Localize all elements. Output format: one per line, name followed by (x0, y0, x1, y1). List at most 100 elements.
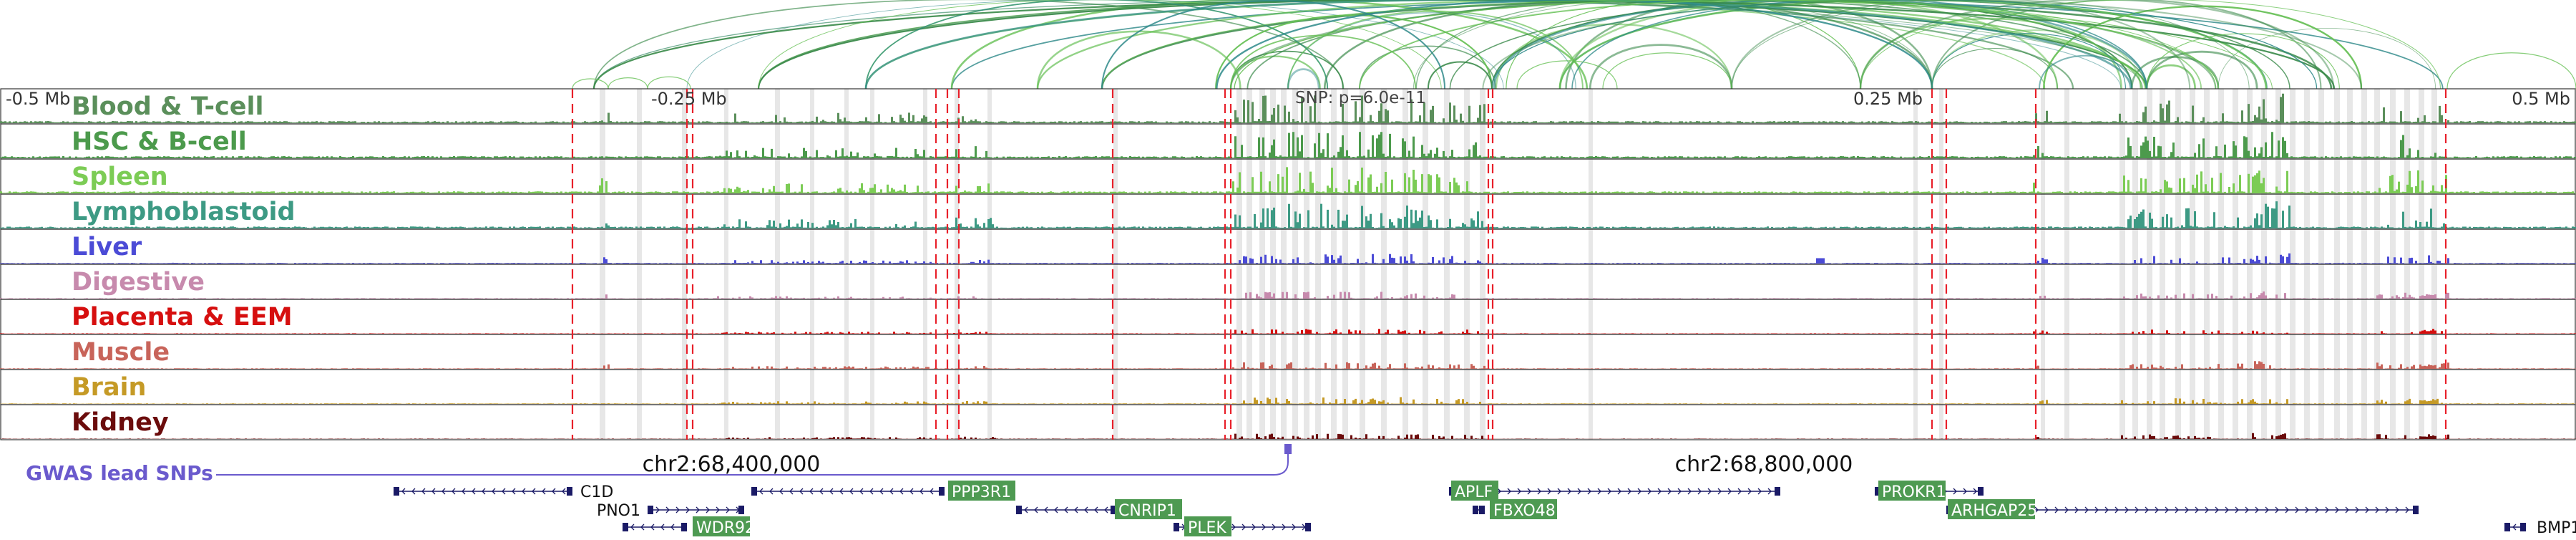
gene-label-background (1878, 481, 1946, 501)
track-signal (0, 291, 2576, 299)
gene-model[interactable]: APLF (1449, 481, 1780, 501)
gene-exon (2413, 506, 2419, 514)
strand-arrows (1024, 506, 1108, 514)
chromatin-loop (1101, 0, 1446, 90)
gene-exon (567, 487, 572, 496)
gene-name: PNO1 (597, 502, 640, 520)
chromatin-loop (1323, 0, 1933, 90)
chromatin-loop (1415, 0, 1861, 90)
chromatin-loop (757, 0, 2147, 90)
chromatin-loop (1931, 0, 2322, 90)
gene-label-background (1184, 516, 1231, 536)
gene-label-background (1451, 481, 1498, 501)
track-label: Kidney (72, 408, 169, 437)
gene-model[interactable]: ARHGAP25 (1946, 499, 2419, 520)
chromatin-loop (1229, 0, 2217, 90)
chromatin-loop (757, 0, 2074, 90)
gene-model[interactable]: C1D (394, 483, 613, 501)
chromatin-loops (572, 0, 2576, 90)
gene-label-background (1948, 499, 2035, 519)
chromatin-loop (593, 0, 1345, 90)
gene-model[interactable]: FBXO48 (1473, 499, 1557, 520)
gene-name: C1D (580, 483, 613, 501)
gene-model[interactable]: BMP10 (2504, 519, 2576, 537)
chromatin-loop (593, 0, 2144, 90)
chromatin-loop (950, 0, 1589, 90)
chromatin-loop (1359, 0, 2217, 90)
chromatin-loop (1571, 0, 2147, 90)
chromatin-loop (592, 0, 2336, 90)
chromatin-loop (1427, 61, 1493, 90)
chromatin-loop (1602, 52, 1732, 90)
track-signal (0, 93, 2576, 123)
gene-label-background (1490, 499, 1557, 519)
track-area (0, 88, 2576, 440)
gene-model[interactable]: PPP3R1 (751, 481, 1015, 501)
chromatin-loop (1101, 0, 2273, 90)
gene-exon (738, 506, 744, 514)
track-labels: Blood & T-cell HSC & B-cell Spleen Lymphobl… (72, 92, 296, 437)
gene-model[interactable]: CNRIP1 (1016, 499, 1182, 520)
chromatin-loop (1287, 12, 1576, 90)
chromatin-loop (1859, 17, 2122, 90)
gene-exon (939, 487, 945, 496)
chromatin-loop (758, 0, 1442, 90)
track-frame (0, 404, 2576, 440)
gene-annotation: GWAS lead SNPs C1D PPP3R1 PNO1 WDR92 CNRIP1 PL… (26, 444, 2576, 537)
chromatin-loop (1229, 55, 1321, 90)
strand-arrows (2512, 524, 2517, 531)
gene-name: PROKR1 (1882, 483, 1946, 501)
gene-name: CNRIP1 (1118, 502, 1176, 520)
gene-exon (1978, 487, 1984, 496)
track-frame (0, 228, 2576, 265)
gene-exon (681, 523, 687, 531)
gene-exon (648, 506, 653, 514)
strand-arrows (759, 488, 934, 495)
chromatin-loop (1036, 30, 1241, 90)
gene-name: PLEK (1188, 519, 1226, 537)
strand-arrows (401, 488, 566, 495)
chromatin-loop (1859, 0, 2335, 90)
chromatin-loop (1731, 0, 2250, 90)
gene-model[interactable]: WDR92 (623, 516, 755, 537)
chromatin-loop (1234, 0, 2219, 90)
chromatin-loop (1215, 14, 1493, 90)
track-signal (0, 397, 2576, 404)
gene-name: PPP3R1 (952, 483, 1011, 501)
chromatin-loop (1287, 68, 1320, 90)
gene-name: BMP10 (2537, 519, 2576, 537)
track-signal (0, 132, 2576, 158)
gene-name: FBXO48 (1493, 502, 1556, 520)
gwas-snp-marker (1284, 444, 1292, 454)
axis-label: -0.25 Mb (651, 89, 727, 109)
track-label: Muscle (72, 338, 170, 367)
chromatin-loop (1359, 45, 1496, 90)
chromatin-loop (1287, 10, 1584, 90)
gwas-pointer (216, 447, 1289, 476)
gene-exon (1473, 506, 1478, 514)
gene-model[interactable]: PROKR1 (1875, 481, 1984, 501)
chromatin-loop (593, 0, 2122, 90)
chromatin-loop (1101, 0, 2333, 90)
gene-exon (751, 487, 757, 496)
chromatin-loop (951, 0, 2444, 90)
coordinate-axis: -0.5 Mb -0.25 Mb 0.25 Mb 0.5 Mb SNP: p=6.0e-… (6, 89, 2570, 477)
gene-model[interactable]: PNO1 (597, 502, 744, 520)
chromatin-loop (2039, 54, 2133, 90)
gene-exon (1016, 506, 1022, 514)
chromatin-loop (865, 0, 1329, 90)
snp-pvalue-label: SNP: p=6.0e-11 (1295, 89, 1426, 107)
chromatin-loop (686, 0, 1504, 90)
gene-exon (1875, 487, 1880, 496)
track-label: Blood & T-cell (72, 92, 263, 121)
gene-model[interactable]: PLEK (1174, 516, 1311, 537)
chromatin-loop (1491, 0, 2318, 90)
track-label: HSC & B-cell (72, 127, 247, 156)
chromatin-loop (1493, 0, 2148, 90)
gene-exon (2520, 523, 2526, 531)
gene-name: WDR92 (696, 519, 755, 537)
gene-exon (623, 523, 628, 531)
chromatin-loop (1565, 0, 1933, 90)
